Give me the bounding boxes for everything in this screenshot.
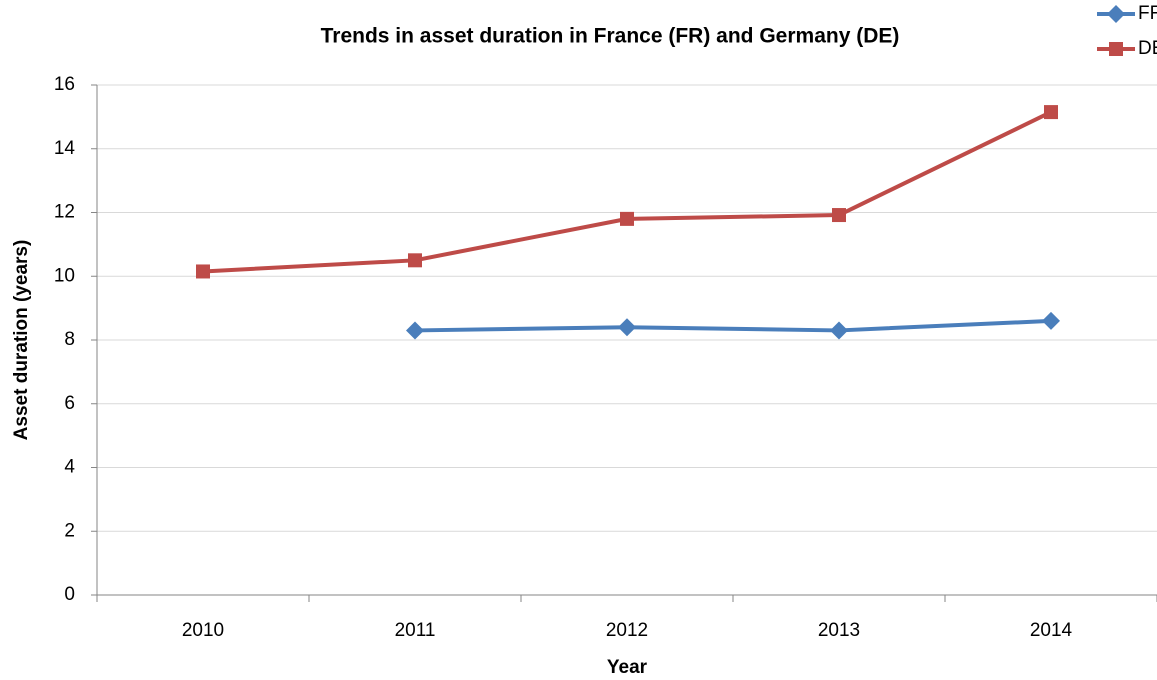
x-tick-label: 2011 [395, 620, 436, 641]
y-tick-label: 10 [54, 265, 75, 286]
data-point [1042, 311, 1060, 330]
x-tick-label: 2013 [818, 620, 860, 641]
chart-title: Trends in asset duration in France (FR) … [321, 25, 900, 48]
series-line [414, 318, 1052, 333]
x-tick-label: 2014 [1030, 620, 1073, 641]
y-tick-label: 12 [54, 202, 75, 223]
data-point [408, 253, 422, 268]
legend-label: DE [1138, 38, 1157, 59]
legend-label: FR [1138, 3, 1157, 24]
data-point [620, 211, 634, 226]
x-tick-label: 2010 [182, 620, 224, 641]
data-point [406, 321, 424, 340]
series-line [202, 110, 1052, 274]
y-tick-label: 2 [64, 520, 75, 541]
legend-swatch-marker [1107, 5, 1125, 23]
data-point [1044, 105, 1058, 120]
y-tick-label: 8 [64, 329, 75, 350]
x-axis-title: Year [607, 657, 648, 678]
x-tick-label: 2012 [606, 620, 648, 641]
data-point [830, 321, 848, 340]
y-tick-label: 16 [54, 74, 75, 95]
y-tick-label: 6 [64, 393, 75, 414]
data-point [832, 208, 846, 223]
data-point [618, 318, 636, 337]
y-tick-label: 14 [54, 138, 76, 159]
legend-swatch-marker [1109, 42, 1123, 56]
y-axis-title: Asset duration (years) [11, 240, 32, 441]
data-point [196, 264, 210, 279]
y-tick-label: 0 [64, 584, 75, 605]
y-tick-label: 4 [64, 457, 75, 478]
